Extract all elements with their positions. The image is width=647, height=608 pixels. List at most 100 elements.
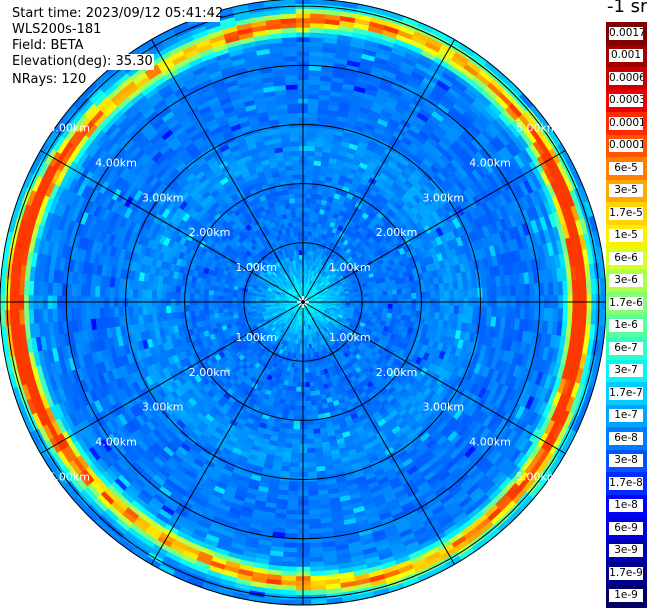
beta-cell — [295, 406, 301, 411]
beta-cell — [407, 305, 412, 311]
beta-cell — [487, 307, 492, 317]
beta-cell — [307, 160, 315, 165]
beta-cell — [290, 396, 296, 401]
beta-cell — [291, 453, 299, 458]
beta-cell — [435, 291, 440, 298]
beta-cell — [487, 287, 492, 297]
beta-cell — [307, 141, 316, 146]
beta-cell — [506, 286, 511, 297]
beta-cell — [310, 391, 315, 396]
beta-cell — [346, 298, 351, 301]
beta-cell — [287, 500, 298, 505]
beta-cell — [308, 127, 317, 132]
beta-cell — [440, 306, 445, 314]
beta-cell — [459, 289, 464, 298]
beta-cell — [293, 429, 300, 434]
beta-cell — [307, 151, 315, 156]
beta-cell — [307, 155, 315, 160]
beta-cell — [309, 529, 321, 534]
beta-cell — [308, 481, 318, 486]
beta-cell — [374, 304, 379, 308]
beta-cell — [289, 401, 295, 406]
beta-cell — [306, 415, 312, 420]
beta-cell — [305, 392, 310, 397]
beta-cell — [310, 387, 315, 392]
beta-cell — [308, 486, 318, 491]
beta-cell — [440, 291, 445, 299]
beta-cell — [309, 372, 313, 377]
beta-cell — [435, 306, 440, 313]
beta-cell — [307, 444, 315, 449]
beta-cell — [311, 401, 317, 406]
beta-cell — [378, 292, 383, 297]
beta-cell — [468, 306, 473, 315]
beta-cell — [309, 377, 314, 382]
beta-cell — [307, 458, 316, 463]
beta-cell — [393, 295, 398, 300]
beta-cell — [305, 363, 309, 368]
beta-cell — [288, 491, 298, 496]
beta-cell — [305, 368, 309, 373]
beta-cell — [287, 505, 298, 510]
beta-cell — [308, 99, 319, 104]
beta-cell — [379, 296, 384, 300]
beta-cell — [296, 382, 301, 387]
beta-cell — [402, 288, 407, 294]
beta-cell — [430, 305, 435, 312]
beta-cell — [290, 463, 299, 468]
beta-cell — [307, 453, 315, 458]
beta-cell — [388, 295, 393, 300]
beta-cell — [307, 434, 314, 439]
beta-cell — [307, 165, 314, 170]
beta-cell — [305, 387, 310, 392]
beta-cell — [473, 288, 478, 297]
beta-cell — [306, 411, 312, 416]
beta-cell — [459, 306, 464, 315]
beta-cell — [306, 203, 311, 208]
beta-cell — [402, 310, 407, 316]
beta-cell — [308, 491, 318, 496]
beta-cell — [306, 425, 313, 430]
beta-cell — [379, 304, 384, 308]
beta-cell — [306, 429, 313, 434]
beta-cell — [454, 306, 459, 314]
beta-cell — [289, 481, 299, 486]
beta-cell — [292, 439, 300, 444]
beta-cell — [306, 174, 313, 179]
beta-cell — [304, 345, 307, 350]
beta-cell — [305, 373, 309, 378]
beta-cell — [397, 289, 402, 295]
beta-cell — [308, 500, 319, 505]
beta-cell — [445, 291, 450, 299]
beta-cell — [306, 184, 312, 189]
beta-cell — [412, 305, 417, 311]
beta-cell — [306, 188, 312, 193]
beta-cell — [307, 439, 315, 444]
beta-cell — [355, 298, 360, 301]
beta-cell — [308, 108, 318, 113]
beta-cell — [311, 198, 317, 203]
beta-cell — [383, 295, 388, 300]
beta-cell — [290, 458, 299, 463]
beta-cell — [292, 434, 299, 439]
beta-cell — [289, 472, 298, 477]
beta-cell — [310, 396, 316, 401]
beta-cell — [291, 448, 299, 453]
beta-cell — [307, 132, 316, 137]
beta-cell — [388, 290, 393, 295]
beta-cell — [383, 304, 388, 309]
beta-cell — [445, 306, 450, 314]
beta-cell — [305, 212, 310, 217]
beta-cell — [296, 387, 301, 392]
beta-cell — [311, 0, 327, 5]
beta-cell — [305, 217, 310, 222]
beta-cell — [307, 467, 316, 472]
beta-cell — [416, 305, 421, 311]
beta-cell — [305, 382, 310, 387]
beta-cell — [290, 467, 299, 472]
beta-cell — [306, 406, 312, 411]
beta-cell — [309, 382, 314, 387]
beta-cell — [374, 296, 379, 300]
beta-cell — [288, 486, 298, 491]
